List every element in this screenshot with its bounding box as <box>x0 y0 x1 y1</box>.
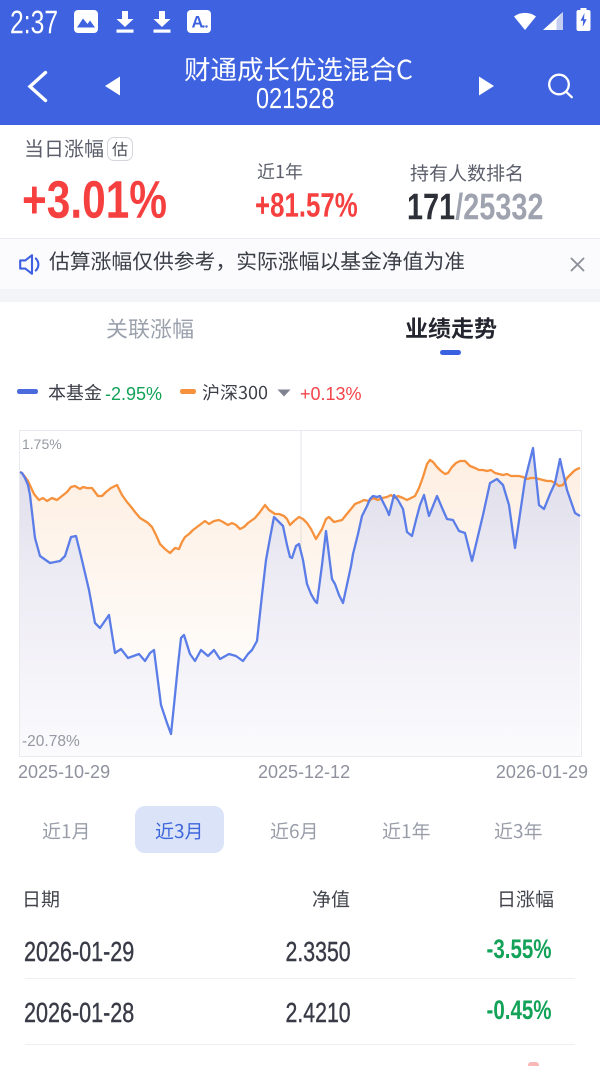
svg-text:A: A <box>192 14 204 32</box>
